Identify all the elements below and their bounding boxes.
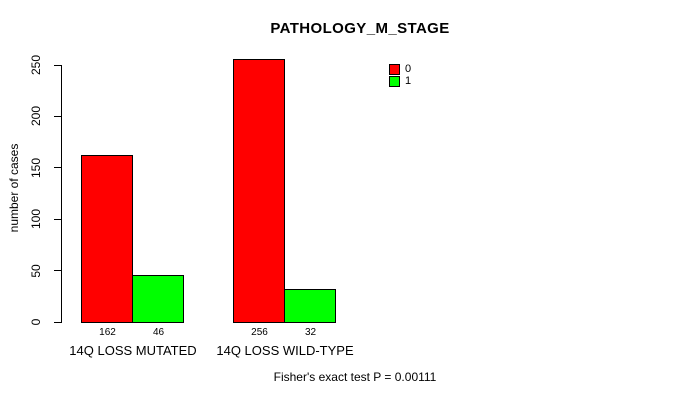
bar-series-1-group-2: [284, 289, 336, 323]
y-tick-mark: [54, 167, 61, 169]
legend-entry: 0: [389, 64, 411, 75]
y-tick-label: 100: [29, 209, 43, 230]
y-tick-mark: [54, 218, 61, 220]
y-tick-mark: [54, 115, 61, 117]
fisher-test-annotation: Fisher's exact test P = 0.00111: [273, 370, 437, 384]
legend-entry-label: 1: [405, 75, 412, 87]
y-tick-label: 250: [29, 54, 43, 76]
bar-series-0-group-2: [233, 58, 285, 323]
y-tick-mark: [54, 321, 61, 323]
y-axis-line: [61, 65, 62, 323]
y-tick-label: 0: [29, 318, 43, 326]
chart-title: PATHOLOGY_M_STAGE: [270, 20, 450, 37]
bar-value-label: 162: [99, 327, 116, 338]
bar-series-1-group-1: [132, 274, 184, 323]
y-axis-label: number of cases: [7, 143, 21, 233]
bar-value-label: 32: [304, 327, 317, 338]
legend-entry-label: 0: [405, 63, 412, 75]
category-label: 14Q LOSS WILD-TYPE: [216, 343, 354, 358]
y-tick-mark: [54, 270, 61, 272]
legend-entry: 1: [389, 76, 411, 87]
bar-value-label: 256: [251, 327, 268, 338]
y-tick-mark: [54, 64, 61, 66]
legend-swatch: [389, 64, 400, 75]
y-tick-label: 150: [29, 157, 43, 178]
category-label: 14Q LOSS MUTATED: [69, 343, 197, 358]
bar-value-label: 46: [152, 327, 165, 338]
y-tick-label: 50: [29, 263, 43, 278]
legend-swatch: [389, 76, 400, 87]
y-tick-label: 200: [29, 106, 43, 127]
bar-series-0-group-1: [81, 155, 133, 323]
